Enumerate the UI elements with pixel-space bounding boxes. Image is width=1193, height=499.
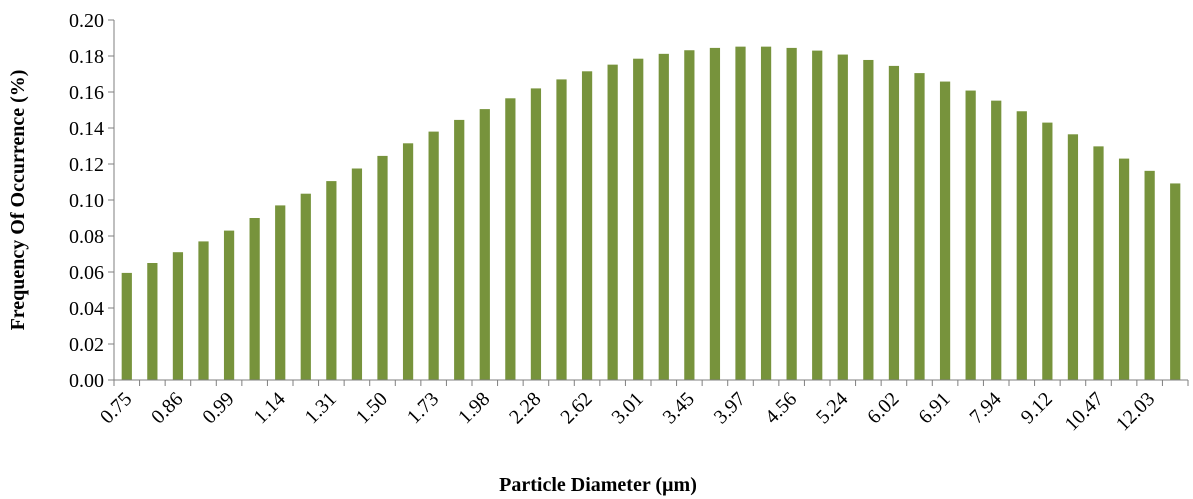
bar (581, 71, 593, 381)
y-axis-title: Frequency Of Occurrence (%) (7, 70, 29, 331)
y-tick-label: 0.06 (69, 262, 104, 284)
bar (1170, 183, 1181, 380)
bar (351, 168, 363, 380)
bar (1118, 158, 1130, 380)
bar (172, 252, 184, 380)
bar (965, 90, 976, 380)
x-tick-label: 1.73 (403, 388, 443, 428)
y-axis: 0.00 0.02 0.04 0.06 0.08 0.10 0.12 0.14 0.16 0.18… (69, 10, 115, 392)
x-axis-title: Particle Diameter (µm) (499, 474, 697, 496)
bar (223, 230, 235, 380)
bar (735, 46, 746, 380)
x-tick-label: 7.94 (965, 388, 1005, 428)
y-tick-label: 0.18 (69, 46, 104, 68)
x-tick-label: 12.03 (1112, 388, 1159, 435)
bar (760, 46, 772, 380)
x-tick-label: 3.45 (659, 388, 699, 428)
bar (402, 143, 414, 380)
x-tick-label: 1.98 (454, 388, 494, 428)
x-tick-label: 0.75 (96, 388, 136, 428)
x-tick-label: 1.31 (301, 388, 341, 428)
bars (121, 46, 1181, 381)
bar (1042, 122, 1053, 380)
x-tick-label: 3.97 (710, 388, 750, 428)
bar (428, 131, 439, 380)
bar (812, 50, 823, 380)
bar (786, 47, 797, 381)
x-tick-label: 1.14 (249, 388, 289, 428)
x-tick-label: 2.62 (556, 388, 596, 428)
bar (1093, 146, 1104, 380)
y-tick-label: 0.16 (69, 82, 104, 104)
x-tick-label: 0.99 (198, 388, 238, 428)
y-tick-label: 0.20 (69, 10, 104, 32)
bar (530, 88, 542, 381)
bar (1144, 170, 1155, 380)
x-tick-label: 0.86 (147, 388, 187, 428)
bar (709, 47, 721, 381)
bar (275, 205, 286, 380)
bar (147, 263, 158, 380)
x-tick-label: 10.47 (1061, 388, 1108, 435)
y-tick-label: 0.08 (69, 226, 104, 248)
x-tick-label: 2.28 (505, 388, 545, 428)
bar (556, 79, 567, 381)
x-tick-label: 9.12 (1017, 388, 1057, 428)
y-tick-label: 0.02 (69, 334, 104, 356)
bar (505, 98, 516, 381)
y-tick-label: 0.04 (69, 298, 104, 320)
y-tick-label: 0.10 (69, 190, 104, 212)
x-tick-label: 5.24 (812, 388, 852, 428)
y-tick-label: 0.14 (69, 118, 104, 140)
y-tick-label: 0.12 (69, 154, 104, 176)
bar (939, 81, 951, 380)
bar (837, 54, 848, 381)
bar (684, 50, 695, 381)
bar (249, 218, 260, 380)
bar (198, 241, 209, 380)
bar (633, 58, 644, 380)
x-tick-label: 4.56 (761, 388, 801, 428)
bar (326, 181, 337, 380)
bar (1067, 134, 1079, 380)
x-tick-label: 6.91 (914, 388, 954, 428)
bar (658, 53, 669, 381)
bar (607, 64, 618, 380)
bar (914, 73, 925, 380)
bar (991, 100, 1002, 380)
y-tick-label: 0.00 (69, 370, 104, 392)
bar (454, 119, 465, 381)
bar (1016, 111, 1027, 380)
bar (121, 272, 132, 380)
x-tick-label: 3.01 (607, 388, 647, 428)
bar (888, 65, 900, 381)
bar (377, 155, 388, 380)
bar (300, 193, 311, 380)
x-tick-label: 6.02 (863, 388, 903, 428)
bar (479, 109, 490, 380)
x-tick-label: 1.50 (352, 388, 392, 428)
x-axis: 0.75 0.86 0.99 1.14 1.31 1.50 1.73 1.98 2.28 2.62… (96, 379, 1189, 435)
bar (863, 59, 874, 381)
